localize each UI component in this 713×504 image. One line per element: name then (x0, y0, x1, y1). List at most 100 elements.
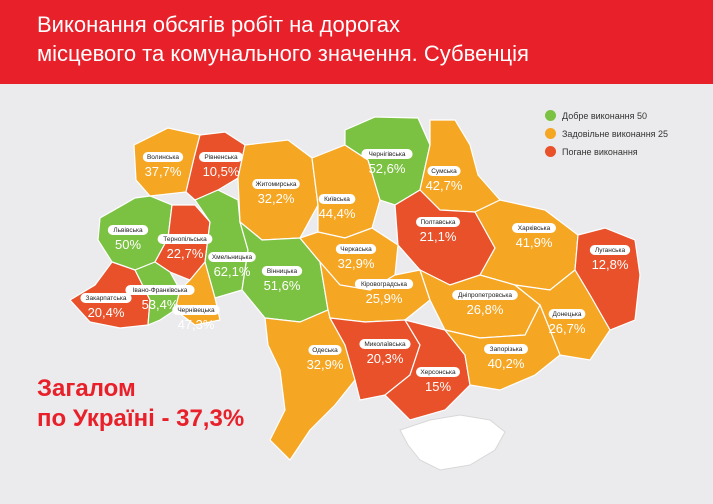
region-name-tag (157, 234, 213, 244)
legend-item-good: Добре виконання 50 (545, 110, 647, 121)
region-value-label: 20,4% (88, 305, 125, 320)
region-label-group: Київська 44,4% (319, 194, 356, 221)
region-name-tag (142, 152, 184, 162)
region-label-group: Запорізька 40,2% (484, 344, 528, 371)
region-name-label: Кіровоградська (361, 280, 407, 288)
region-name-label: Харківська (518, 224, 551, 232)
region-name-label: Черкаська (340, 246, 372, 253)
region-name-tag (199, 152, 243, 162)
region-label-group: Чернігівська 52,6% (361, 149, 413, 176)
region-label-group: Волинська 37,7% (142, 152, 184, 179)
region-label-group: Одеська 32,9% (307, 345, 344, 372)
region-value-label: 53,4% (142, 297, 179, 312)
region-zhytomyrska[interactable] (237, 139, 319, 241)
region-name-label: Дніпропетровська (458, 291, 512, 299)
total-line-1: Загалом (37, 375, 136, 402)
region-name-label: Хмельницька (212, 254, 253, 261)
region-value-label: 10,5% (203, 164, 240, 179)
region-name-tag (80, 293, 132, 303)
region-label-group: Кіровоградська 25,9% (354, 279, 414, 306)
region-name-label: Одеська (312, 347, 338, 354)
region-name-label: Житомирська (255, 181, 296, 188)
region-value-label: 22,7% (167, 246, 204, 261)
title-line-1: Виконання обсягів робіт на дорогах (37, 12, 400, 37)
region-label-group: Вінницька 51,6% (261, 266, 303, 293)
region-label-group: Сумська 42,7% (426, 166, 463, 193)
region-name-tag (548, 309, 586, 319)
region-name-tag (252, 179, 300, 189)
legend-dot-good (545, 110, 556, 121)
region-value-label: 26,8% (467, 302, 504, 317)
title-line-2: місцевого та комунального значення. Субв… (37, 41, 529, 66)
region-label-group: Закарпатська 20,4% (80, 293, 132, 320)
region-name-tag (261, 266, 303, 276)
region-label-group: Івано-Франківська 53,4% (125, 285, 195, 312)
region-label-group: Полтавська 21,1% (416, 217, 460, 244)
region-label-group: Хмельницька 62,1% (208, 252, 256, 279)
region-label-group: Херсонська 15% (416, 367, 460, 394)
region-name-label: Запорізька (490, 345, 523, 353)
region-value-label: 12,8% (592, 257, 629, 272)
region-name-tag (308, 345, 342, 355)
ukraine-map: Волинська 37,7% Рівненська 10,5% Житомирська… (69, 116, 641, 471)
region-label-group: Львівська 50% (107, 225, 149, 252)
legend-label-satisfactory: Задовільне виконання 25 (562, 128, 669, 139)
region-name-tag (318, 194, 356, 204)
region-name-label: Сумська (431, 168, 457, 175)
region-name-label: Волинська (147, 154, 179, 161)
region-value-label: 40,2% (488, 356, 525, 371)
region-name-tag (359, 339, 411, 349)
map-canvas: Волинська 37,7% Рівненська 10,5% Житомирська… (0, 84, 713, 504)
region-value-label: 37,7% (145, 164, 182, 179)
region-label-group: Миколаївська 20,3% (359, 339, 411, 366)
legend-dot-satisfactory (545, 128, 556, 139)
region-name-tag (361, 149, 413, 159)
region-label-group: Харківська 41,9% (512, 223, 556, 250)
legend-item-satisfactory: Задовільне виконання 25 (545, 128, 668, 139)
region-value-label: 32,9% (338, 256, 375, 271)
region-name-label: Тернопільська (163, 235, 207, 243)
region-label-group: Черкаська 32,9% (335, 244, 377, 271)
region-name-tag (172, 305, 220, 315)
region-name-tag (416, 217, 460, 227)
region-value-label: 26,7% (549, 321, 586, 336)
region-name-label: Луганська (595, 247, 626, 254)
region-value-label: 25,9% (366, 291, 403, 306)
page-title: Виконання обсягів робіт на дорогах місце… (37, 10, 529, 68)
region-sumska[interactable] (419, 119, 501, 213)
region-value-label: 52,6% (369, 161, 406, 176)
region-name-label: Миколаївська (364, 341, 406, 348)
region-value-label: 50% (115, 237, 141, 252)
region-name-label: Львівська (113, 226, 143, 234)
region-name-label: Херсонська (420, 369, 456, 376)
region-label-group: Чернівецька 47,3% (172, 305, 220, 332)
region-value-label: 44,4% (319, 206, 356, 221)
region-name-tag (589, 245, 631, 255)
region-name-tag (416, 367, 460, 377)
region-value-label: 47,3% (178, 317, 215, 332)
region-value-label: 41,9% (516, 235, 553, 250)
region-name-label: Донецька (552, 311, 581, 318)
region-label-group: Житомирська 32,2% (252, 179, 300, 206)
region-name-tag (452, 290, 518, 300)
region-label-group: Дніпропетровська 26,8% (452, 290, 518, 317)
region-value-label: 32,9% (307, 357, 344, 372)
region-name-tag (335, 244, 377, 254)
region-name-tag (354, 279, 414, 289)
region-name-label: Закарпатська (86, 295, 127, 302)
region-name-label: Чернівецька (177, 306, 215, 314)
region-value-label: 32,2% (258, 191, 295, 206)
region-label-group: Рівненська 10,5% (199, 152, 243, 179)
region-name-tag (107, 225, 149, 235)
region-value-label: 15% (425, 379, 451, 394)
region-name-label: Рівненська (204, 153, 238, 161)
region-name-tag (512, 223, 556, 233)
crimea-region (399, 414, 506, 471)
header-banner: Виконання обсягів робіт на дорогах місце… (0, 0, 713, 84)
legend-dot-poor (545, 146, 556, 157)
region-value-label: 42,7% (426, 178, 463, 193)
legend-label-good: Добре виконання 50 (562, 110, 648, 121)
region-name-label: Чернігівська (368, 150, 405, 158)
region-name-label: Київська (324, 196, 350, 203)
region-name-tag (427, 166, 461, 176)
